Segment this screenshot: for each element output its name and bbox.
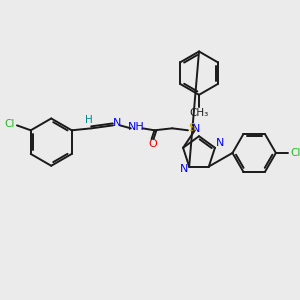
Text: O: O — [148, 139, 157, 149]
Text: N: N — [180, 164, 188, 175]
Text: N: N — [192, 124, 200, 134]
Text: N: N — [113, 118, 121, 128]
Text: H: H — [85, 116, 92, 125]
Text: Cl: Cl — [4, 119, 14, 129]
Text: Cl: Cl — [290, 148, 300, 158]
Text: CH₃: CH₃ — [189, 108, 208, 118]
Text: S: S — [188, 123, 196, 133]
Text: NH: NH — [128, 122, 145, 132]
Text: N: N — [216, 138, 224, 148]
